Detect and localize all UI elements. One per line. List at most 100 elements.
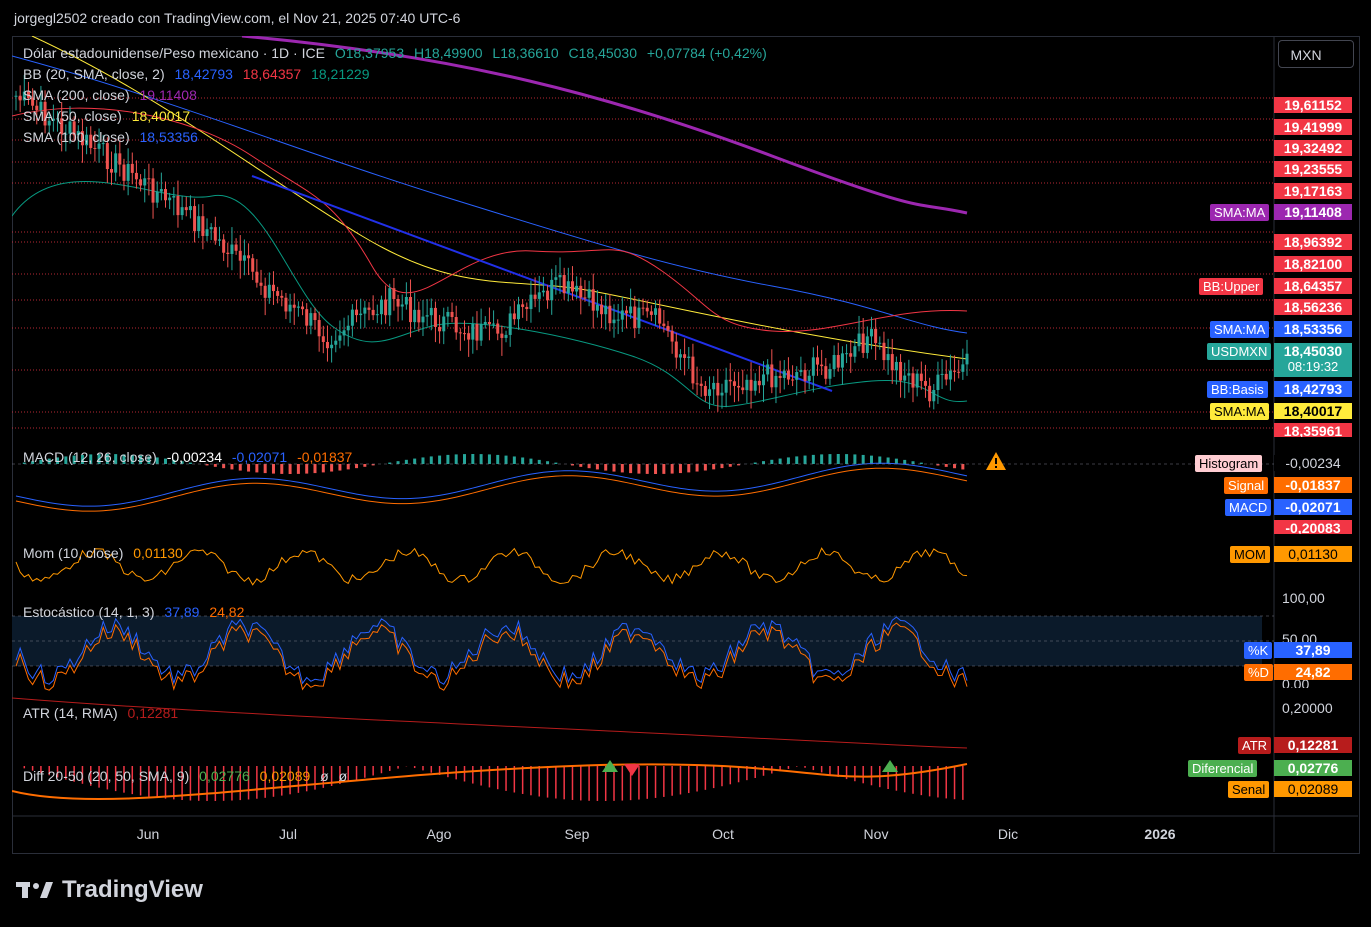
candle-body [708, 389, 712, 396]
macd-hist-bar [728, 464, 732, 467]
bb-upper-tag: BB:Upper [1199, 278, 1264, 295]
candle-body [363, 307, 367, 314]
candle-body [276, 291, 280, 296]
macd-hist-bar [554, 462, 558, 464]
candle-body [267, 284, 271, 298]
candle-body [678, 354, 682, 358]
legend-main: Dólar estadounidense/Peso mexicano · 1D … [23, 45, 773, 61]
candle-body [155, 191, 159, 203]
macd-hist-bar [172, 459, 176, 464]
macd-hist-bar [662, 464, 666, 474]
candle-body [799, 370, 803, 373]
senal-tag-value: 0,02089 [1274, 781, 1352, 797]
legend-sma200[interactable]: SMA (200, close) 19,11408 [23, 87, 203, 103]
macd-hist-bar [629, 464, 633, 474]
warning-icon[interactable] [985, 451, 1007, 471]
macd-hist-bar [695, 464, 699, 472]
macd-hist-bar [953, 464, 957, 469]
candle-body [600, 304, 604, 315]
atr-line [12, 697, 968, 749]
macd-hist-bar [305, 464, 309, 474]
macd-hist-bar [737, 464, 741, 466]
stoch-k-tag-value: 37,89 [1274, 642, 1352, 658]
candle-body [865, 336, 869, 353]
candle-body [325, 341, 329, 349]
close-value: C18,45030 [568, 45, 638, 61]
candle-body [550, 279, 554, 301]
macd-hist-bar [762, 461, 766, 464]
candle-body [633, 306, 637, 328]
legend-sma50[interactable]: SMA (50, close) 18,40017 [23, 108, 196, 124]
candle-body [575, 285, 579, 292]
candle-body [496, 323, 500, 334]
candle-body [409, 296, 413, 323]
tradingview-logo[interactable]: TradingView [16, 876, 203, 904]
symbol-tag: USDMXN [1207, 343, 1272, 360]
legend-atr[interactable]: ATR (14, RMA) 0,12281 [23, 705, 184, 721]
macd-hist-bar [861, 454, 865, 464]
macd-hist-bar [130, 454, 134, 464]
senal-tag: Senal [1228, 781, 1270, 798]
chart-canvas[interactable] [12, 36, 1358, 852]
candle-body [222, 239, 226, 253]
candle-body [379, 299, 383, 315]
macd-hist-bar [47, 458, 51, 464]
currency-button[interactable]: MXN [1278, 40, 1354, 68]
candle-body [504, 334, 508, 338]
macd-hist-bar [504, 455, 508, 464]
candle-body [429, 307, 433, 316]
macd-hist-bar [645, 464, 649, 474]
candle-body [487, 321, 491, 325]
legend-stoch[interactable]: Estocástico (14, 1, 3) 37,89 24,82 [23, 604, 250, 620]
macd-hist-bar [654, 464, 658, 474]
price-level: 18,96392 [1274, 234, 1352, 250]
legend-sma100[interactable]: SMA (100, close) 18,53356 [23, 129, 204, 145]
atr-value: 0,12281 [127, 705, 179, 721]
candle-body [836, 355, 840, 368]
candle-body [151, 178, 155, 203]
macd-tag: MACD [1225, 499, 1272, 516]
candle-body [130, 163, 134, 173]
candle-body [334, 340, 338, 345]
stoch-d-tag: %D [1244, 664, 1273, 681]
x-tick: Sep [564, 826, 590, 842]
signal-tag-value: -0,01837 [1274, 477, 1352, 493]
price-level: 19,41999 [1274, 119, 1352, 135]
diff-extra-2: ø [338, 768, 348, 784]
buy-signal-marker [602, 760, 618, 772]
candle-body [811, 357, 815, 376]
candle-body [230, 244, 234, 254]
x-tick: Dic [997, 826, 1019, 842]
macd-hist-bar [820, 454, 824, 464]
candle-body [330, 344, 334, 349]
last-price: 18,45030 [1283, 343, 1343, 359]
candle-body [940, 373, 944, 375]
stoch-k-value: 37,89 [164, 604, 200, 620]
candle-body [948, 370, 952, 380]
candle-body [126, 163, 130, 181]
legend-diff[interactable]: Diff 20-50 (20, 50, SMA, 9) 0,02776 0,02… [23, 768, 353, 784]
symbol-title[interactable]: Dólar estadounidense/Peso mexicano · 1D … [23, 45, 325, 61]
macd-hist-bar [421, 457, 425, 464]
legend-mom[interactable]: Mom (10, close) 0,01130 [23, 545, 189, 561]
macd-hist-bar [338, 464, 342, 471]
bb-basis-value: 18,42793 [174, 66, 233, 82]
candle-body [558, 275, 562, 278]
chart-credit: jorgegl2502 creado con TradingView.com, … [14, 10, 461, 26]
legend-macd[interactable]: MACD (12, 26, close) -0,00234 -0,02071 -… [23, 449, 358, 465]
candle-body [114, 153, 118, 173]
candle-body [43, 101, 47, 126]
macd-hist-bar [670, 464, 674, 474]
candle-body [629, 306, 633, 314]
candle-body [31, 97, 35, 106]
macd-hist-bar [222, 464, 226, 469]
candle-body [433, 307, 437, 327]
candle-body [907, 373, 911, 376]
legend-bb[interactable]: BB (20, SMA, close, 2) 18,42793 18,64357… [23, 66, 376, 82]
candle-body [620, 310, 624, 320]
sma50-tag: SMA:MA [1210, 403, 1270, 420]
candle-body [857, 333, 861, 347]
candle-body [288, 304, 292, 312]
candle-body [687, 356, 691, 358]
macd-signal-value: -0,01837 [297, 449, 353, 465]
